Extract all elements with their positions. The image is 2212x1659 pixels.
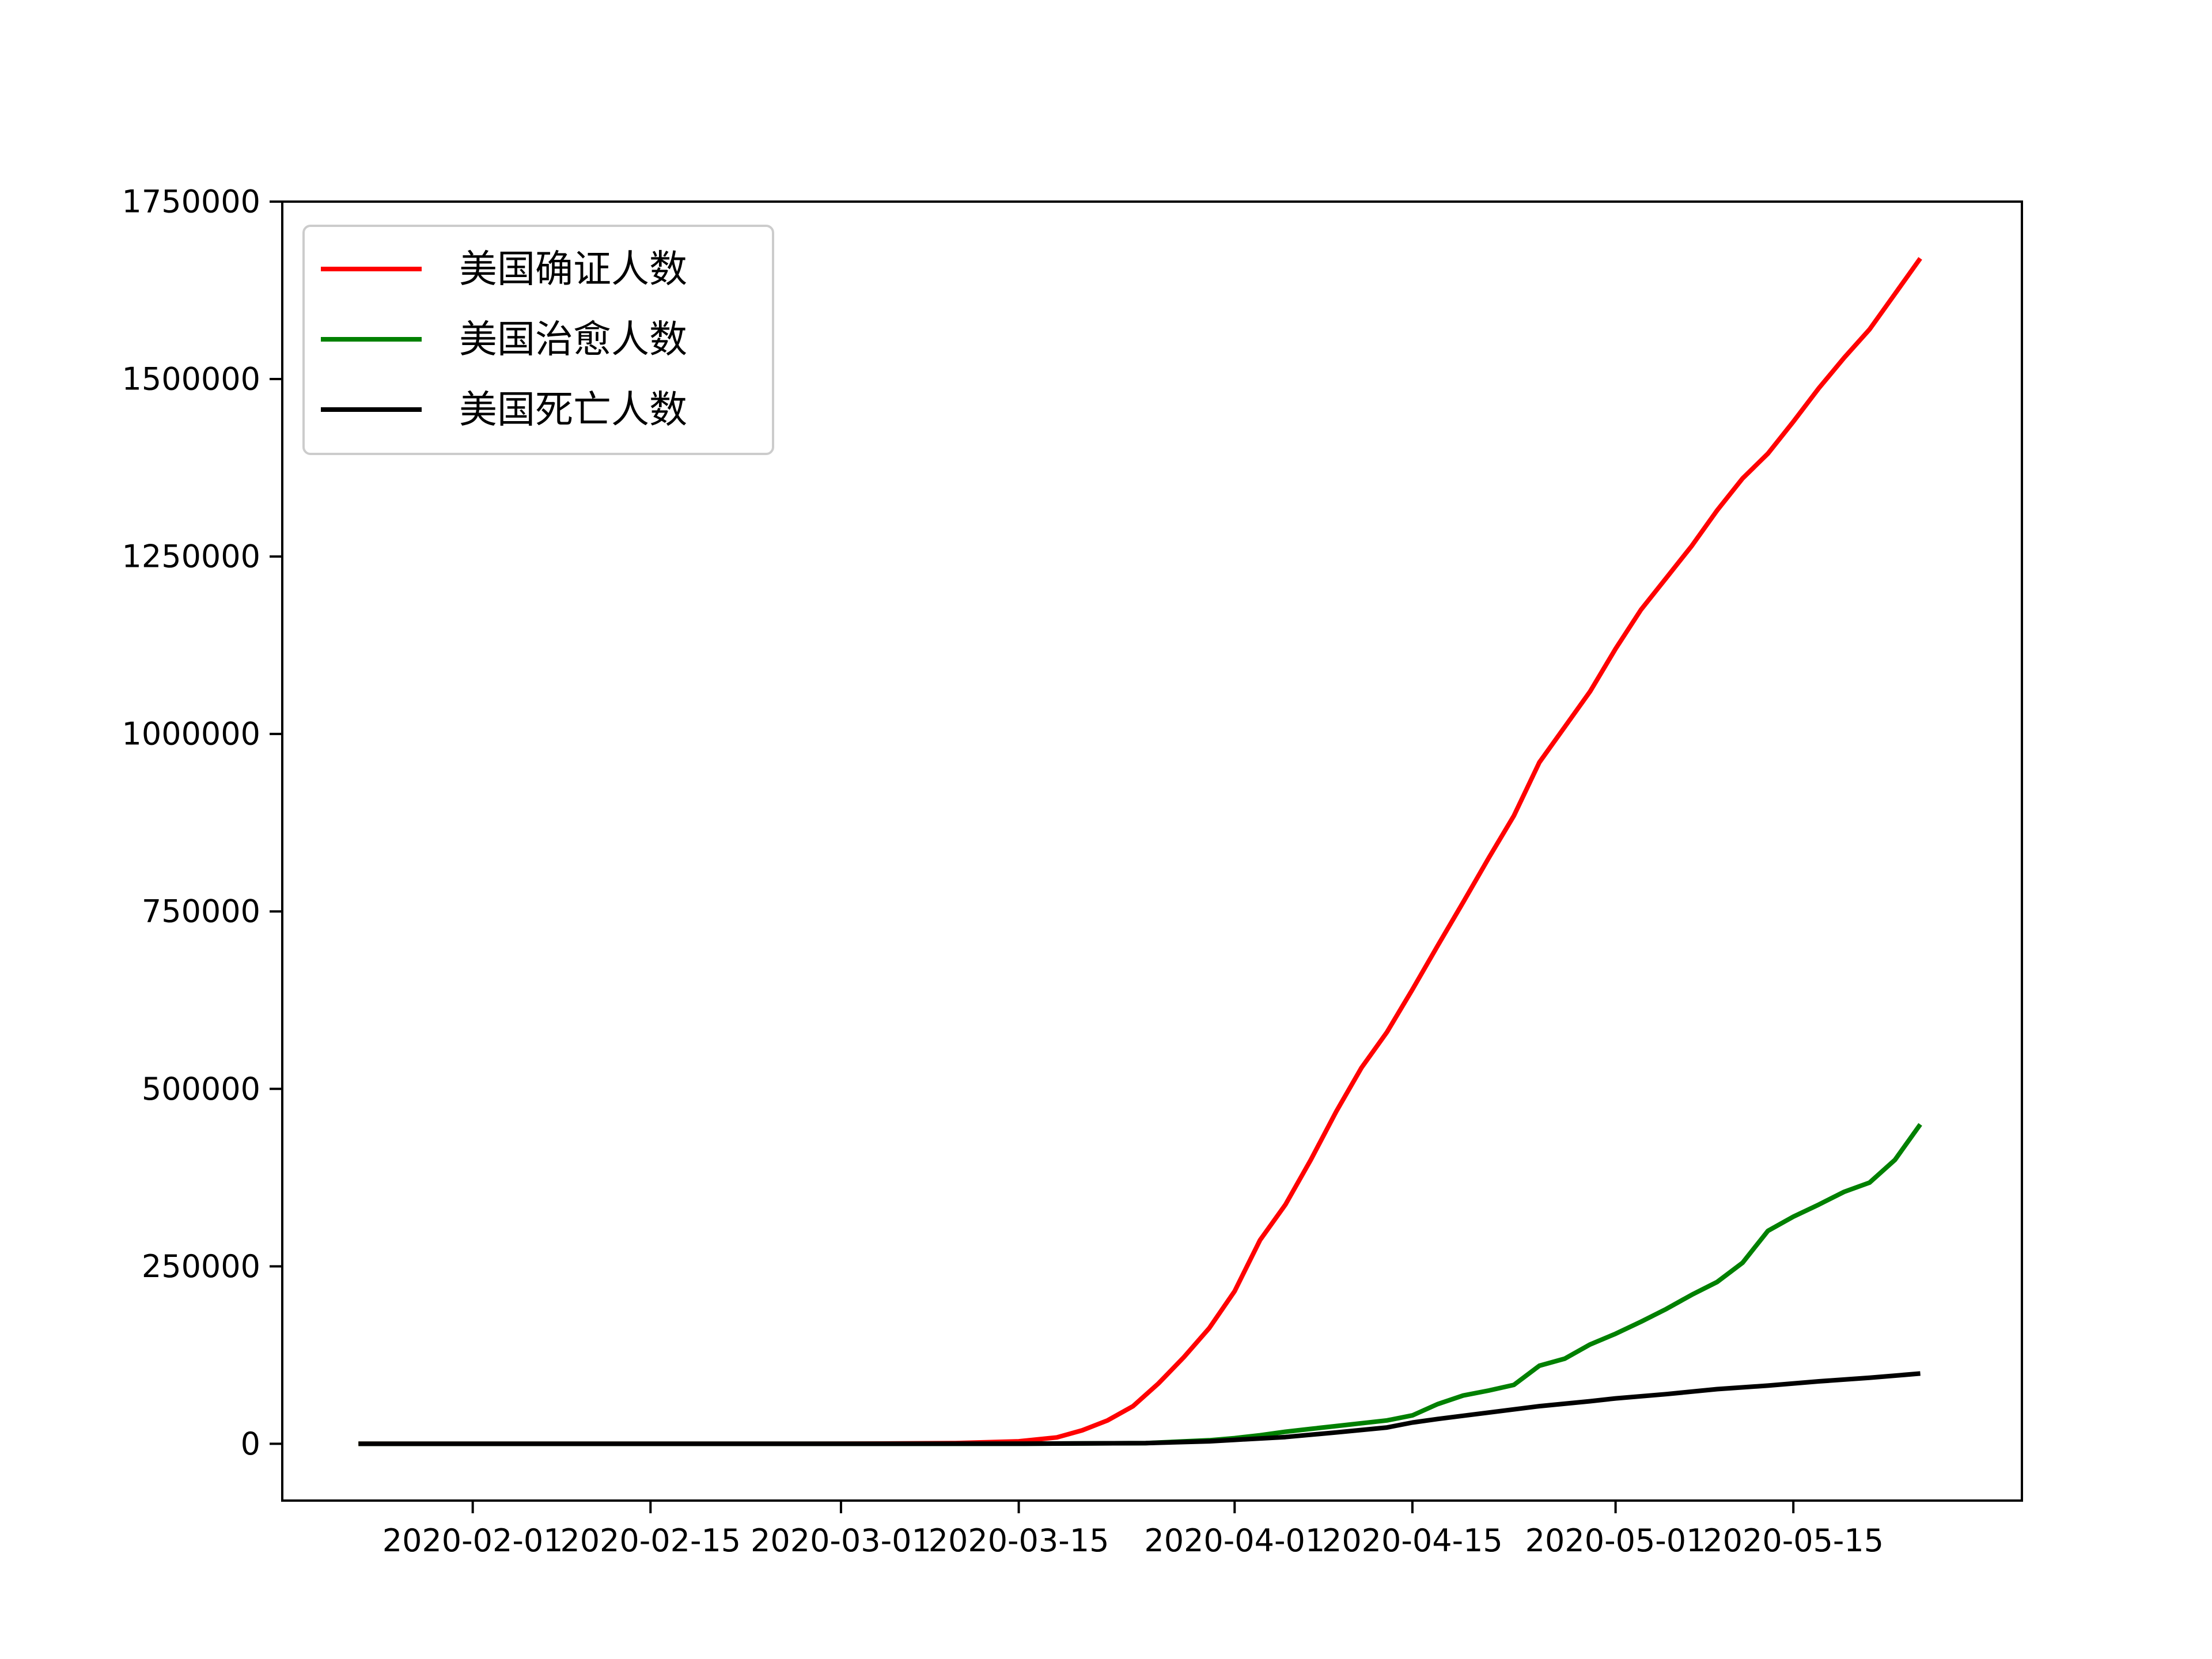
plot-frame xyxy=(281,200,2023,1502)
y-tick-label: 1500000 xyxy=(122,361,261,397)
x-tick-label: 2020-03-01 xyxy=(751,1522,931,1559)
series-line-2 xyxy=(358,1123,1922,1446)
y-tick-label: 1250000 xyxy=(122,539,261,575)
series-line-1 xyxy=(358,257,1922,1446)
x-tick-label: 2020-05-01 xyxy=(1525,1522,1706,1559)
x-tick-label: 2020-02-01 xyxy=(382,1522,563,1559)
y-tick-label: 750000 xyxy=(142,893,260,930)
y-tick-label: 0 xyxy=(241,1426,260,1462)
y-tick-label: 500000 xyxy=(142,1071,260,1107)
x-tick-label: 2020-04-01 xyxy=(1144,1522,1325,1559)
series-layer xyxy=(358,257,1922,1446)
y-tick-label: 250000 xyxy=(142,1248,260,1285)
y-tick-label: 1750000 xyxy=(122,184,261,220)
y-axis: 0 250000 500000 750000 1000000 1250000 1500000… xyxy=(122,184,282,1462)
x-tick-label: 2020-02-15 xyxy=(560,1522,741,1559)
x-tick-label: 2020-04-15 xyxy=(1322,1522,1503,1559)
x-tick-label: 2020-05-15 xyxy=(1703,1522,1884,1559)
x-tick-label: 2020-03-15 xyxy=(929,1522,1109,1559)
legend-label-2: 美国治愈人数 xyxy=(459,317,687,362)
legend-label-1: 美国确证人数 xyxy=(459,247,687,291)
legend-box xyxy=(302,225,774,455)
series-line-3 xyxy=(358,1371,1921,1446)
y-tick-label: 1000000 xyxy=(122,716,261,752)
legend-label-3: 美国死亡人数 xyxy=(459,388,687,432)
